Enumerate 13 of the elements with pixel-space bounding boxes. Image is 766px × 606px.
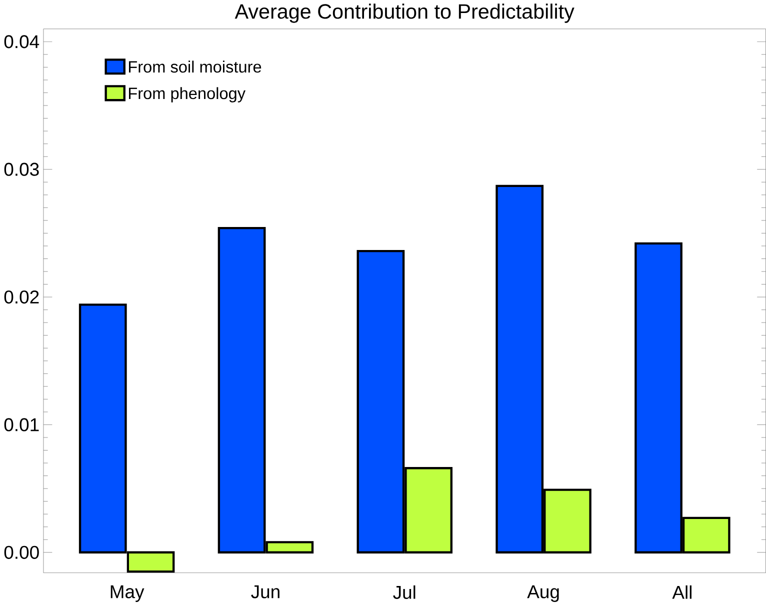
x-tick-label: Jul — [393, 586, 416, 600]
x-tick-label: Jun — [251, 586, 280, 599]
y-tick-label: 0.02 — [4, 290, 39, 304]
legend-label: From soil moisture — [128, 60, 262, 73]
x-tick-label: All — [672, 586, 692, 599]
y-tick-label: 0.00 — [4, 546, 39, 560]
x-tick-label: Aug — [527, 586, 559, 602]
y-tick-label: 0.04 — [4, 35, 40, 48]
chart-title: Average Contribution to Predictability — [234, 4, 574, 24]
y-tick-label: 0.01 — [4, 418, 39, 432]
y-tick-label: 0.03 — [4, 163, 39, 176]
legend-label: From phenology — [128, 87, 246, 103]
x-tick-label: May — [110, 586, 144, 602]
